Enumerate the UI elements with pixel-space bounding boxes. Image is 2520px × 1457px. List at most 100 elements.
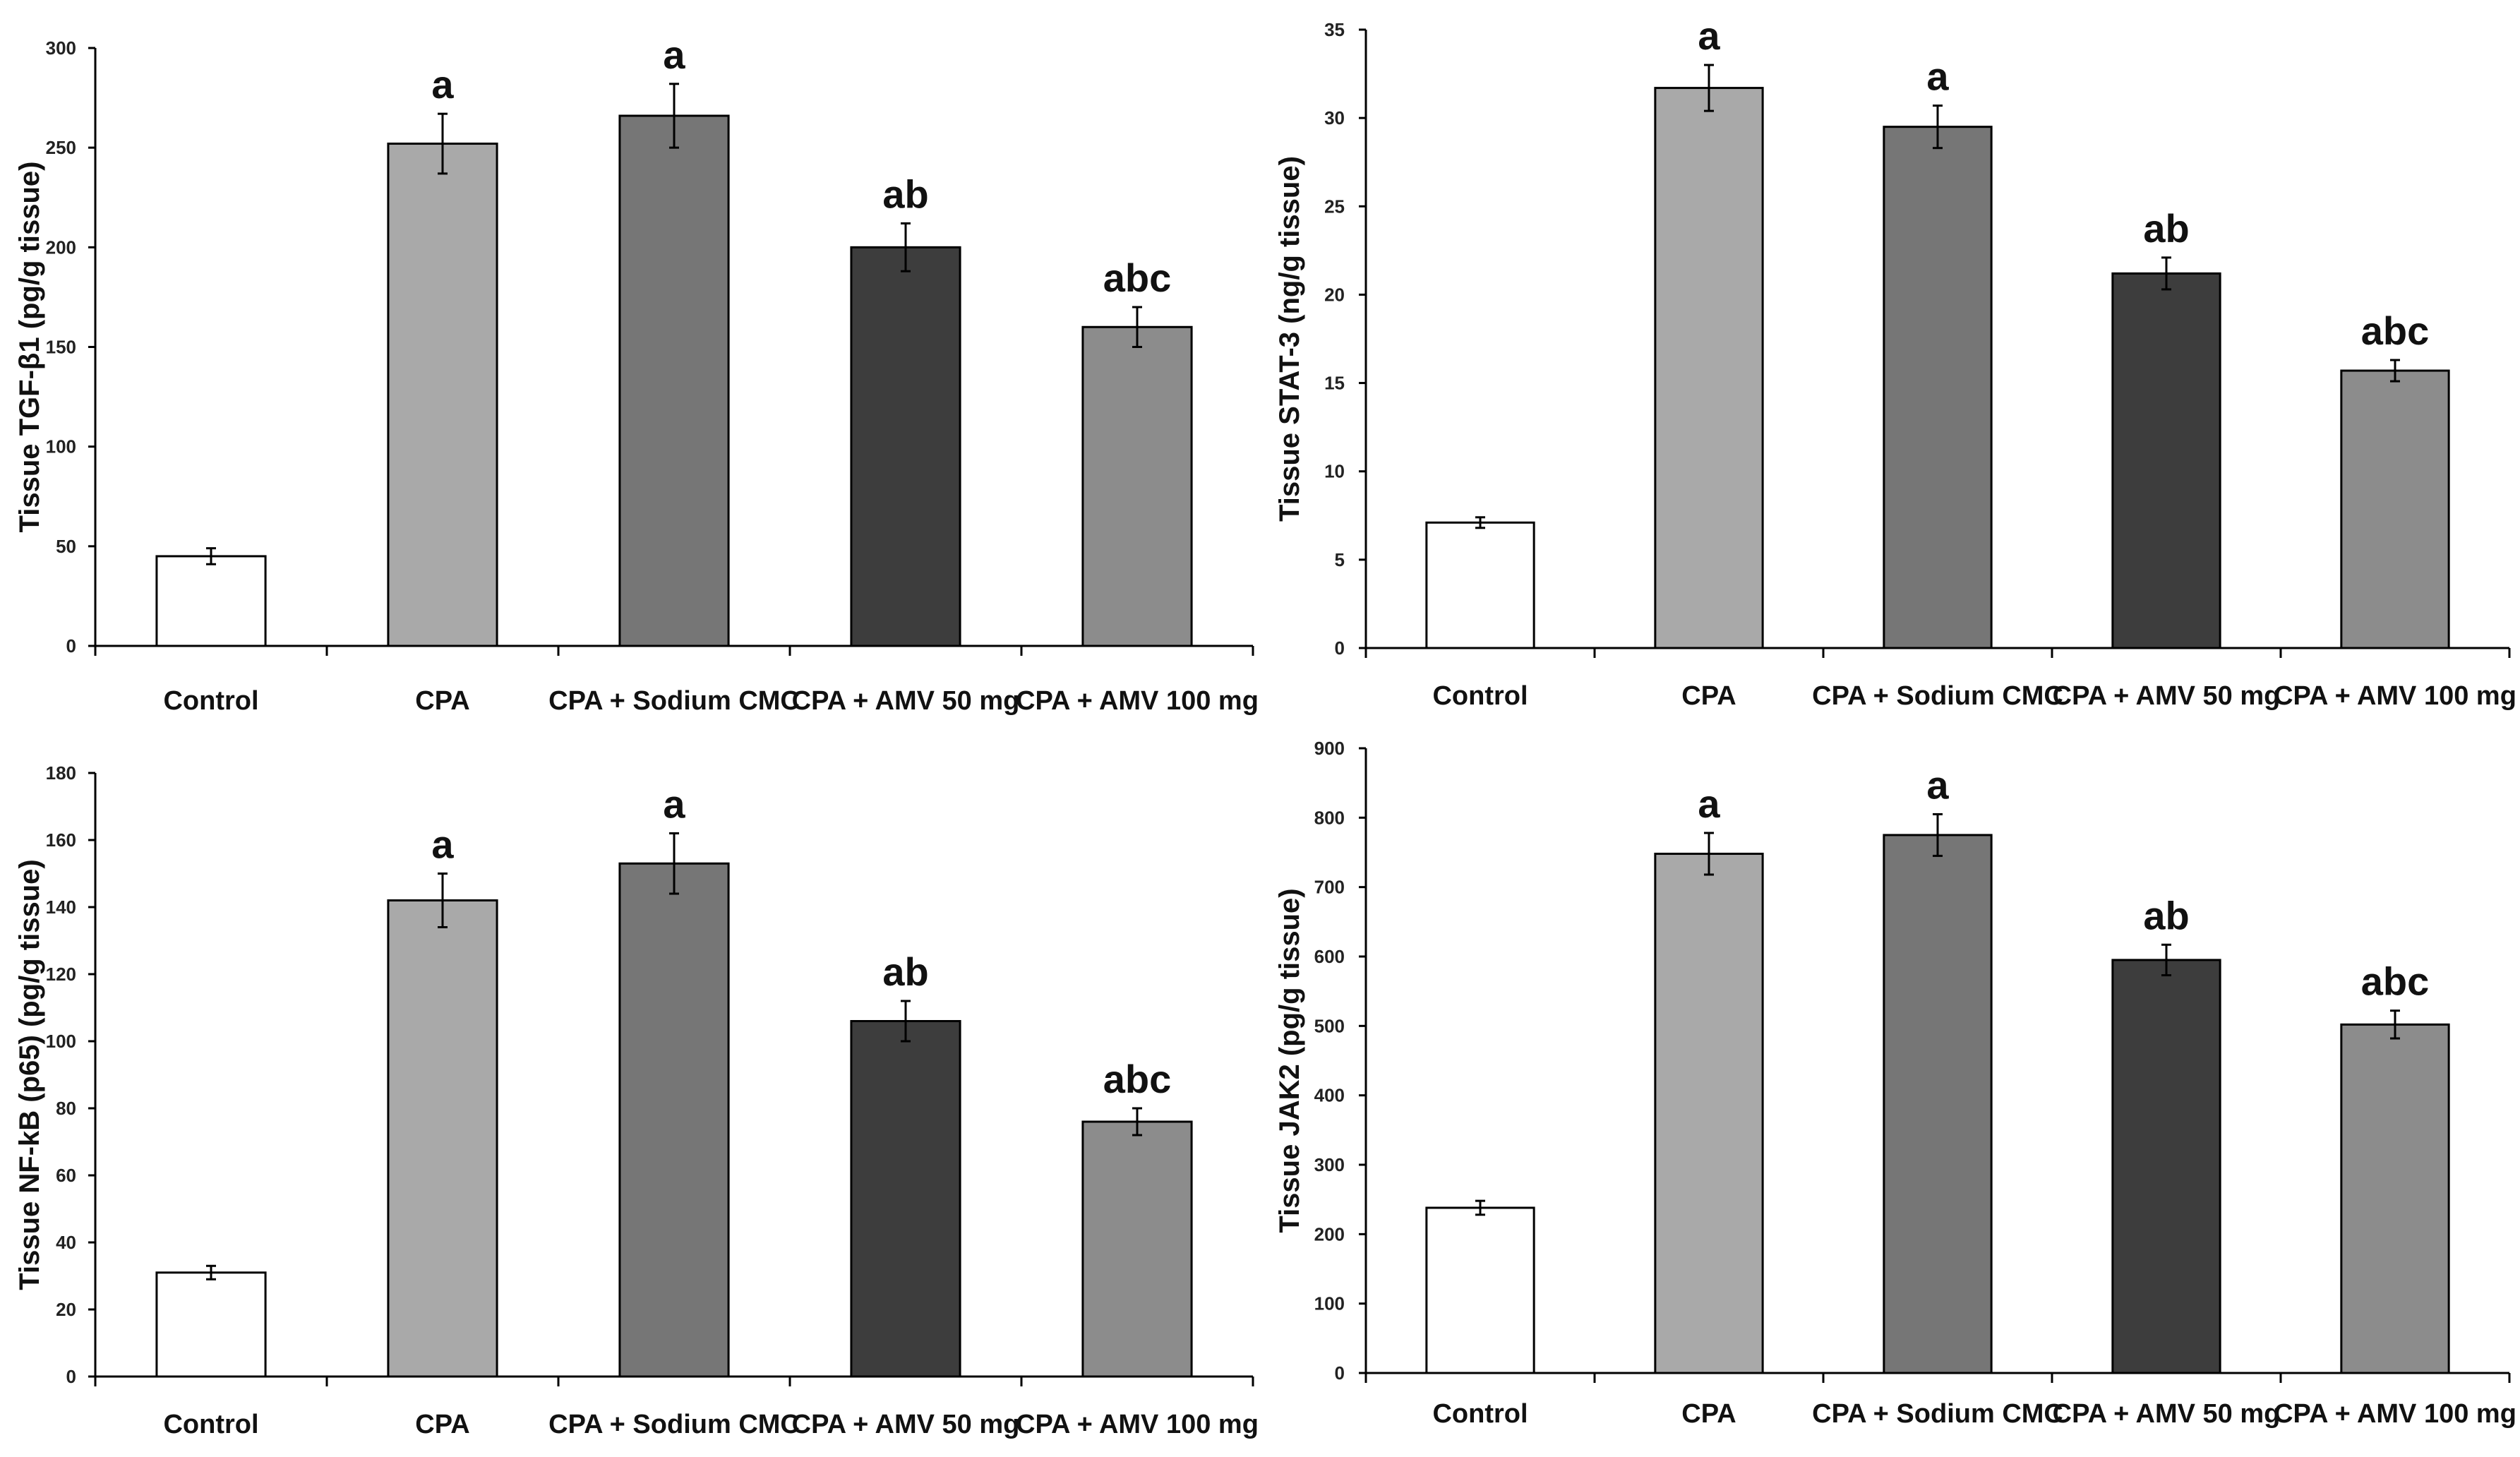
category-label: CPA + AMV 100 mg — [1016, 686, 1259, 716]
bar-cpa-amv-100-mg — [2340, 1023, 2450, 1374]
significance-label: a — [431, 822, 454, 867]
chart-panel-bottom-right: 0 100 200 300 400 500 600 700 800 900 Tissue JAK2 … — [1274, 738, 2516, 1429]
bar-control — [1425, 1206, 1535, 1374]
y-axis-label: Tissue STAT-3 (ng/g tissue) — [1274, 156, 1305, 522]
y-tick-label: 700 — [1314, 877, 1345, 898]
category-label: Control — [163, 686, 258, 716]
category-label: Control — [1432, 1399, 1528, 1429]
category-label: CPA — [415, 686, 469, 716]
bar-cpa-amv-100-mg — [1081, 1120, 1193, 1378]
y-tick-label: 100 — [46, 1031, 76, 1052]
y-tick-label: 10 — [1324, 461, 1345, 482]
y-tick-label: 150 — [46, 337, 76, 358]
y-tick-label: 200 — [1314, 1223, 1345, 1245]
y-tick-label: 20 — [56, 1299, 76, 1320]
y-tick-label: 50 — [56, 536, 76, 557]
category-label: CPA + AMV 50 mg — [2053, 681, 2281, 711]
significance-label: ab — [882, 172, 928, 216]
bar-cpa-amv-50-mg — [2111, 272, 2221, 649]
y-tick-label: 40 — [56, 1232, 76, 1253]
significance-label: abc — [1103, 1057, 1172, 1101]
category-label: CPA + AMV 50 mg — [792, 686, 1020, 716]
y-tick-label: 300 — [1314, 1154, 1345, 1175]
y-tick-label: 100 — [46, 436, 76, 457]
y-tick-label: 300 — [46, 37, 76, 59]
bar-cpa-amv-50-mg — [850, 246, 961, 647]
bar-cpa — [387, 143, 498, 647]
significance-label: a — [1698, 781, 1720, 826]
y-tick-label: 200 — [46, 236, 76, 258]
y-tick-label: 250 — [46, 137, 76, 158]
y-tick-label: 20 — [1324, 284, 1345, 305]
y-tick-label: 60 — [56, 1165, 76, 1186]
chart-panel-bottom-left: 0 20 40 60 80 100 120 140 160 180 Tissue NF-kB (p6… — [14, 762, 1259, 1439]
y-tick-label: 180 — [46, 762, 76, 784]
bar-cpa-sodium-cmc — [1883, 126, 1993, 649]
y-tick-label: 0 — [66, 635, 76, 656]
y-axis-label: Tissue JAK2 (pg/g tissue) — [1274, 888, 1305, 1233]
chart-panel-top-left: 0 50 100 150 200 250 300 Tissue TGF-β1 (pg/g ti… — [14, 32, 1259, 716]
significance-label: a — [1698, 13, 1720, 58]
significance-label: ab — [882, 949, 928, 994]
category-label: CPA + Sodium CMC — [1812, 1399, 2063, 1429]
significance-label: abc — [2361, 308, 2430, 353]
y-tick-label: 0 — [1335, 1362, 1345, 1384]
category-label: CPA + Sodium CMC — [1812, 681, 2063, 711]
bar-cpa-amv-100-mg — [2340, 369, 2450, 649]
significance-label: a — [431, 62, 454, 107]
bar-cpa-amv-100-mg — [1081, 325, 1193, 647]
y-tick-label: 0 — [1335, 637, 1345, 659]
bar-cpa — [1654, 87, 1764, 649]
significance-label: ab — [2143, 893, 2189, 937]
y-tick-label: 25 — [1324, 196, 1345, 217]
category-label: CPA — [1681, 1399, 1736, 1429]
category-label: CPA — [1681, 681, 1736, 711]
y-tick-label: 800 — [1314, 807, 1345, 828]
y-tick-label: 100 — [1314, 1293, 1345, 1314]
y-tick-label: 15 — [1324, 373, 1345, 394]
category-label: CPA + AMV 50 mg — [2053, 1399, 2281, 1429]
y-tick-label: 120 — [46, 964, 76, 985]
bar-control — [155, 1271, 267, 1378]
category-label: Control — [1432, 681, 1528, 711]
y-tick-label: 5 — [1335, 549, 1345, 570]
significance-label: a — [663, 782, 685, 827]
category-label: CPA + AMV 100 mg — [1016, 1410, 1259, 1439]
y-tick-label: 0 — [66, 1366, 76, 1387]
category-label: CPA + AMV 100 mg — [2274, 681, 2516, 711]
y-tick-label: 500 — [1314, 1015, 1345, 1036]
y-tick-label: 30 — [1324, 107, 1345, 128]
y-tick-label: 600 — [1314, 946, 1345, 967]
category-label: CPA + AMV 50 mg — [792, 1410, 1020, 1439]
bar-cpa-sodium-cmc — [618, 114, 730, 647]
significance-label: a — [663, 32, 685, 77]
category-label: CPA + AMV 100 mg — [2274, 1399, 2516, 1429]
significance-label: a — [1926, 762, 1949, 807]
bar-cpa-amv-50-mg — [2111, 959, 2221, 1374]
category-label: CPA — [415, 1410, 469, 1439]
bar-control — [1425, 521, 1535, 649]
y-tick-label: 900 — [1314, 738, 1345, 759]
significance-label: ab — [2143, 206, 2189, 251]
y-tick-label: 400 — [1314, 1085, 1345, 1106]
y-tick-label: 160 — [46, 829, 76, 851]
y-axis-label: Tissue TGF-β1 (pg/g tissue) — [14, 162, 45, 533]
category-label: CPA + Sodium CMC — [548, 686, 800, 716]
bar-cpa-sodium-cmc — [1883, 834, 1993, 1374]
y-tick-label: 140 — [46, 897, 76, 918]
category-label: CPA + Sodium CMC — [548, 1410, 800, 1439]
bar-control — [155, 555, 267, 647]
y-tick-label: 80 — [56, 1098, 76, 1119]
bar-cpa — [1654, 852, 1764, 1374]
y-axis-label: Tissue NF-kB (p65) (pg/g tissue) — [14, 859, 45, 1290]
bar-cpa-sodium-cmc — [618, 862, 730, 1378]
bar-cpa — [387, 899, 498, 1378]
significance-label: abc — [1103, 256, 1172, 300]
y-tick-label: 35 — [1324, 19, 1345, 40]
chart-panel-top-right: 0 5 10 15 20 25 30 35 Tissue STAT-3 (ng/g tissue… — [1274, 13, 2516, 711]
category-label: Control — [163, 1410, 258, 1439]
significance-label: abc — [2361, 959, 2430, 1004]
bar-cpa-amv-50-mg — [850, 1020, 961, 1378]
significance-label: a — [1926, 54, 1949, 99]
